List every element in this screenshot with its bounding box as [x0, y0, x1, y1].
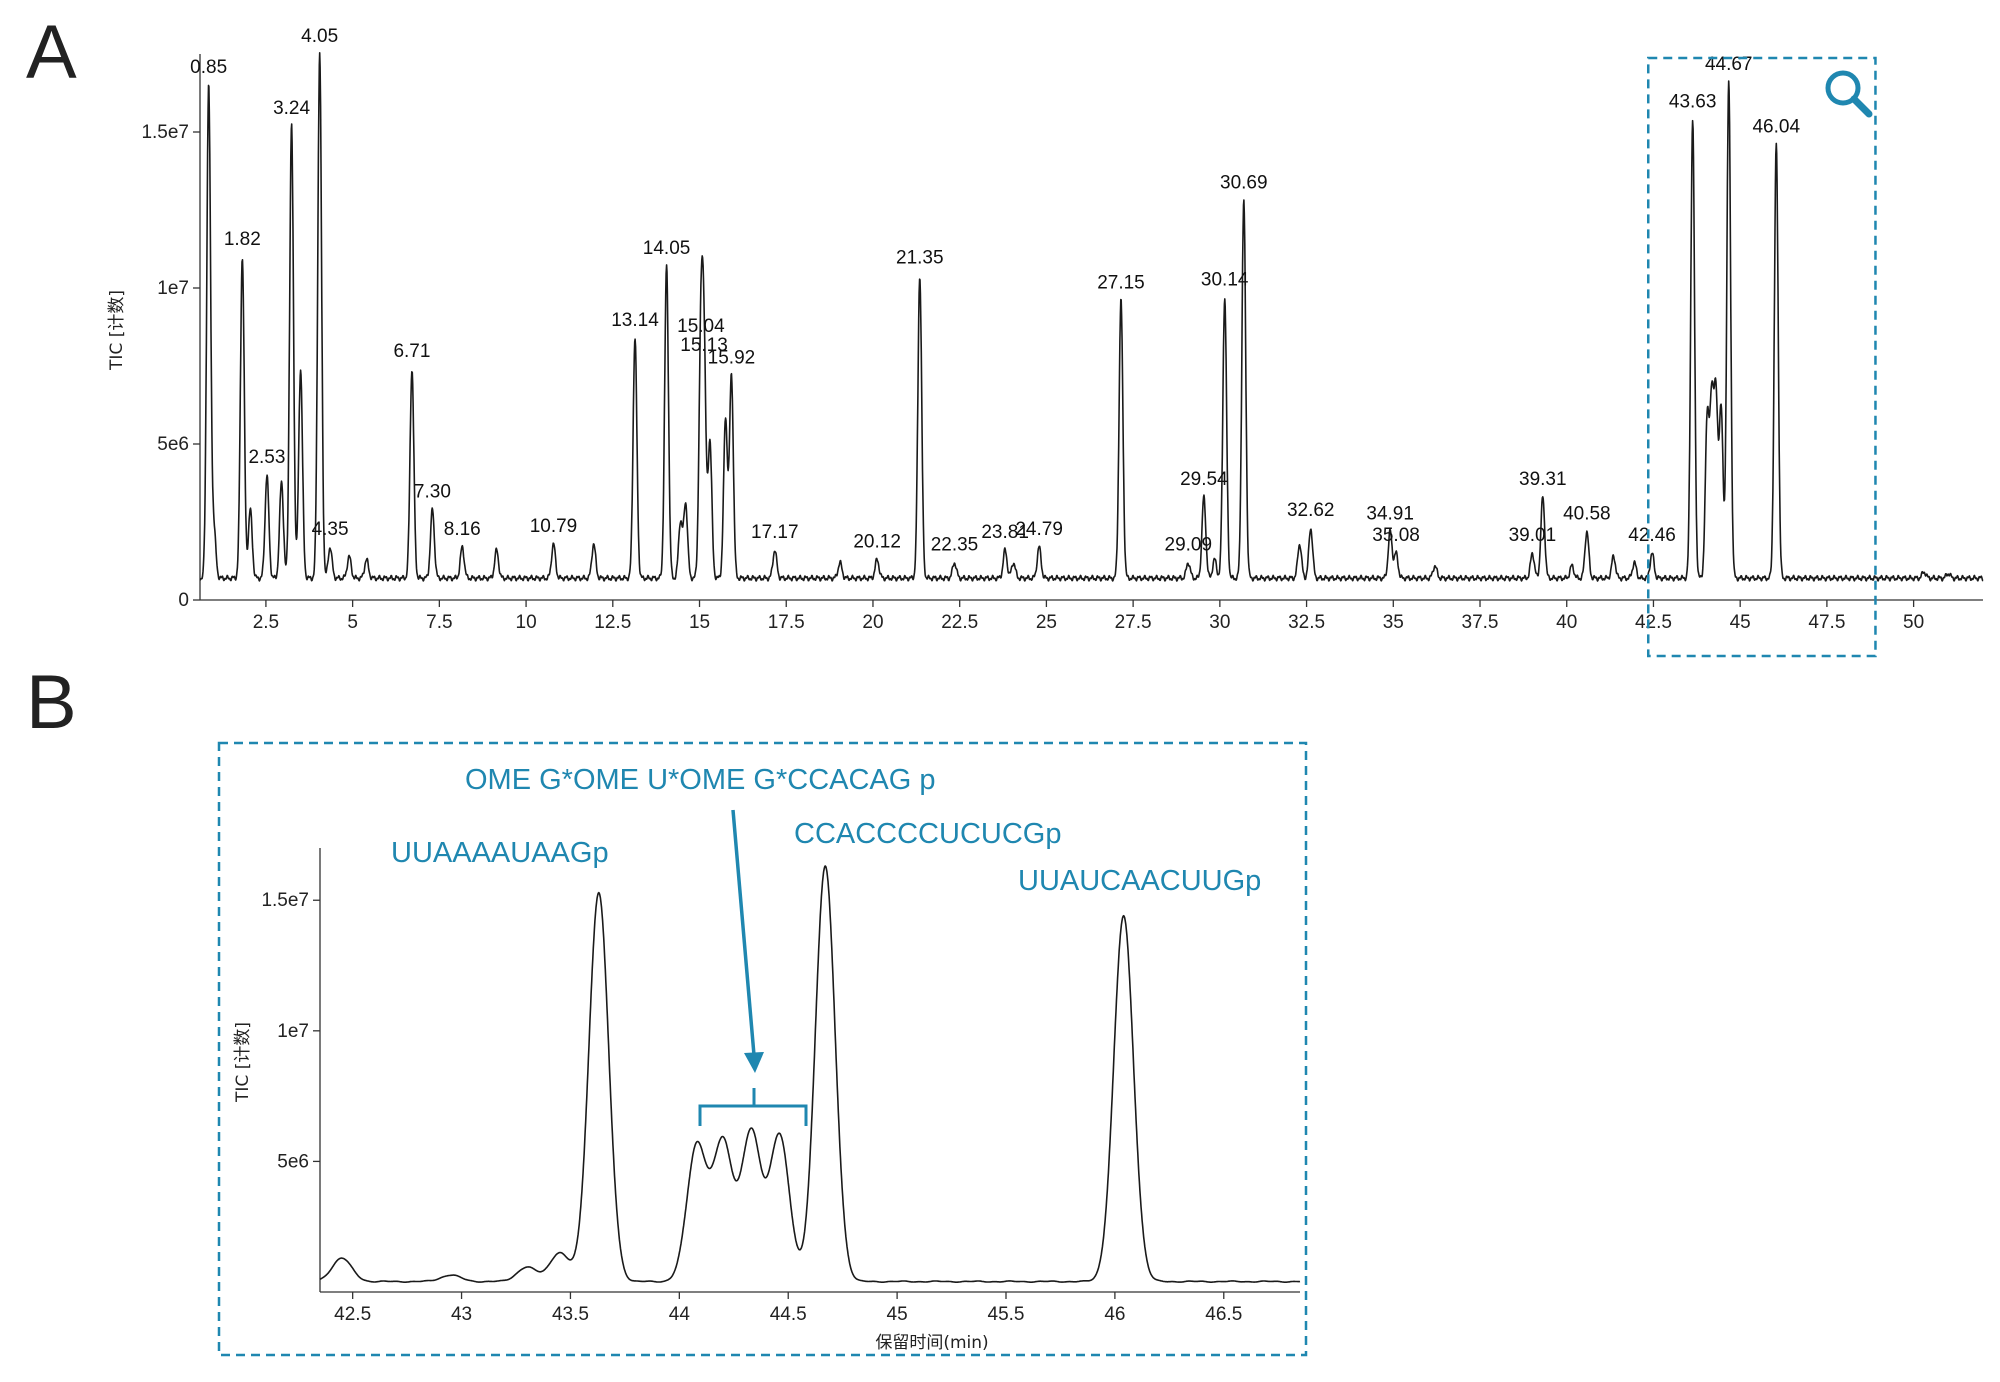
panel-a-ylabel: TIC [计数]	[107, 290, 127, 371]
x-tick-label: 32.5	[1288, 612, 1325, 633]
peak-label: 22.35	[931, 535, 979, 556]
peak-label: 21.35	[896, 248, 944, 269]
peak-label: 44.67	[1705, 54, 1753, 75]
panel-b-sequence-annotations: UUAAAAUAAGp OME G*OME U*OME G*CCACAG p C…	[391, 764, 1261, 1126]
x-tick-label: 43	[451, 1304, 472, 1325]
x-tick-label: 42.5	[334, 1304, 371, 1325]
chromatogram-line	[319, 865, 1301, 1283]
x-tick-label: 2.5	[253, 612, 279, 633]
peak-label: 20.12	[853, 531, 901, 552]
y-tick-label: 1.5e7	[141, 122, 189, 143]
y-tick-label: 0	[178, 590, 189, 611]
peak-label: 13.14	[611, 310, 659, 331]
sequence-label-peak-3: UUAUCAACUUGp	[1018, 865, 1261, 897]
peak-label: 17.17	[751, 522, 799, 543]
sequence-label-peak-2: CCACCCCUCUCGp	[794, 818, 1061, 850]
zoom-region-box	[1647, 56, 1877, 658]
magnifier-icon	[1825, 70, 1873, 118]
x-tick-label: 5	[347, 612, 358, 633]
peak-label: 8.16	[444, 519, 481, 540]
peak-label: 27.15	[1097, 272, 1145, 293]
cluster-brace	[698, 1088, 808, 1126]
panel-a-peak-labels: 0.85 1.82 2.53 3.24 4.05 4.35 6.71 7.30 8.16 10.7…	[190, 26, 1800, 556]
panel-b-xlabel: 保留时间(min)	[875, 1333, 988, 1353]
x-tick-label: 42.5	[1635, 612, 1672, 633]
y-tick-label: 5e6	[157, 434, 189, 455]
peak-label: 1.82	[224, 229, 261, 250]
x-tick-label: 35	[1383, 612, 1404, 633]
panel-b-ylabel: TIC [计数]	[233, 1022, 253, 1103]
arrow-line	[731, 809, 756, 1056]
x-tick-label: 20	[862, 612, 883, 633]
peak-label: 39.31	[1519, 469, 1567, 490]
x-tick-label: 45	[1730, 612, 1751, 633]
peak-label: 42.46	[1628, 525, 1676, 546]
zoom-panel-frame	[217, 741, 1308, 1357]
peak-label: 35.08	[1372, 525, 1420, 546]
y-tick-label: 1.5e7	[261, 890, 309, 911]
peak-label: 30.69	[1220, 173, 1268, 194]
arrow-head-icon	[744, 1052, 764, 1073]
panel-a-chromatogram: TIC [计数] 2.5 5 7.5 10 12.5 15 17.5 20 22.5 25 27.5…	[107, 26, 1984, 658]
x-tick-label: 17.5	[768, 612, 805, 633]
x-tick-label: 12.5	[594, 612, 631, 633]
peak-label: 46.04	[1752, 116, 1800, 137]
panel-b-zoomed-chromatogram: TIC [计数] 保留时间(min) 42.5 43 43.5 44 44.5 45 45.…	[217, 741, 1308, 1357]
panel-b-trace	[319, 865, 1301, 1283]
peak-label: 40.58	[1563, 503, 1611, 524]
peak-label: 30.14	[1201, 269, 1249, 290]
x-tick-label: 22.5	[941, 612, 978, 633]
peak-label: 34.91	[1366, 503, 1414, 524]
sequence-label-peak-1: UUAAAAUAAGp	[391, 837, 609, 869]
peak-label: 14.05	[643, 238, 691, 259]
y-tick-label: 1e7	[157, 278, 189, 299]
peak-label: 2.53	[248, 447, 285, 468]
peak-label: 29.54	[1180, 469, 1228, 490]
panel-b-axes: 42.5 43 43.5 44 44.5 45 45.5 46 46.5 5e6 1e7 1.5e7	[261, 848, 1300, 1325]
x-tick-label: 40	[1556, 612, 1577, 633]
peak-label: 7.30	[414, 482, 451, 503]
x-tick-label: 25	[1036, 612, 1057, 633]
x-tick-label: 37.5	[1462, 612, 1499, 633]
y-tick-label: 1e7	[277, 1021, 309, 1042]
peak-label: 0.85	[190, 57, 227, 78]
x-tick-label: 47.5	[1808, 612, 1845, 633]
x-tick-label: 15	[689, 612, 710, 633]
peak-label: 15.04	[677, 316, 725, 337]
peak-label: 4.05	[301, 26, 338, 47]
peak-label: 6.71	[393, 341, 430, 362]
x-tick-label: 27.5	[1115, 612, 1152, 633]
panel-a-trace	[199, 52, 1984, 582]
peak-label: 32.62	[1287, 500, 1335, 521]
panel-a-axes: 2.5 5 7.5 10 12.5 15 17.5 20 22.5 25 27.5 30 32.5 35 3…	[141, 54, 1983, 633]
peak-label: 10.79	[530, 516, 578, 537]
x-tick-label: 30	[1209, 612, 1230, 633]
x-tick-label: 50	[1903, 612, 1924, 633]
x-tick-label: 45.5	[988, 1304, 1025, 1325]
peak-label: 23.81	[981, 522, 1029, 543]
x-tick-label: 43.5	[552, 1304, 589, 1325]
peak-label: 15.13	[680, 335, 728, 356]
sequence-label-cluster: OME G*OME U*OME G*CCACAG p	[465, 764, 936, 796]
panel-b-letter: B	[26, 660, 77, 745]
peak-label: 3.24	[273, 98, 310, 119]
peak-label: 24.79	[1015, 519, 1063, 540]
peak-label: 29.09	[1165, 535, 1213, 556]
x-tick-label: 10	[516, 612, 537, 633]
chromatogram-line	[199, 52, 1984, 582]
x-tick-label: 44.5	[770, 1304, 807, 1325]
x-tick-label: 44	[669, 1304, 691, 1325]
peak-label: 15.92	[708, 347, 756, 368]
peak-label: 39.01	[1509, 525, 1557, 546]
y-tick-label: 5e6	[277, 1151, 309, 1172]
panel-a-letter: A	[26, 10, 77, 95]
x-tick-label: 46	[1104, 1304, 1125, 1325]
peak-label: 4.35	[312, 519, 349, 540]
x-tick-label: 45	[887, 1304, 908, 1325]
x-tick-label: 7.5	[426, 612, 452, 633]
x-tick-label: 46.5	[1205, 1304, 1242, 1325]
peak-label: 43.63	[1669, 92, 1717, 113]
